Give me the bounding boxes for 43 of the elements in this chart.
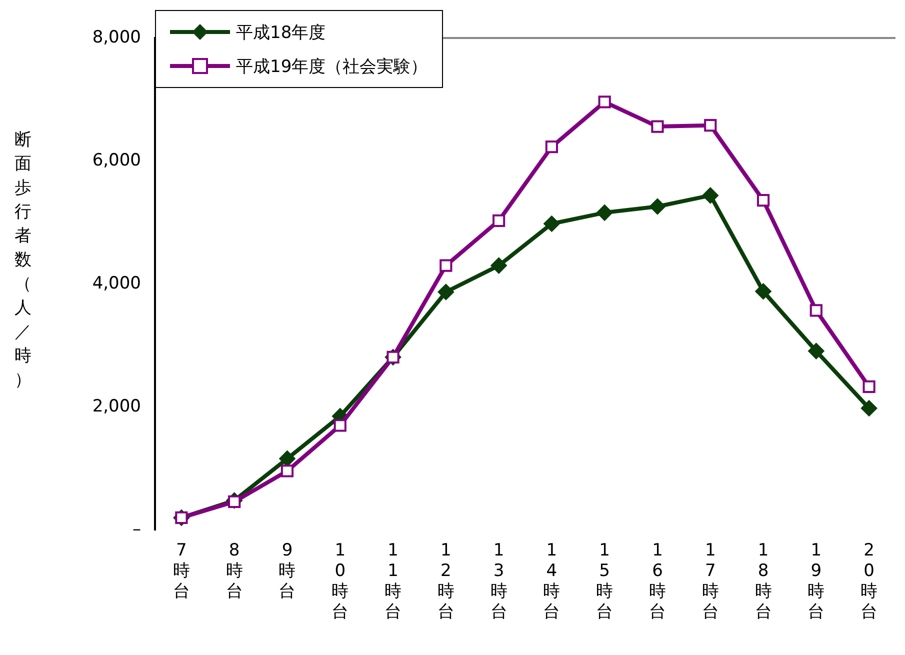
point <box>544 216 560 232</box>
point <box>598 96 611 108</box>
x-tick-label: 20時台 <box>860 540 878 622</box>
point <box>755 283 772 300</box>
point <box>492 214 506 227</box>
point <box>545 140 558 154</box>
point <box>702 187 718 204</box>
x-tick-label: 17時台 <box>702 540 719 622</box>
point <box>651 120 664 133</box>
point <box>649 198 666 215</box>
y-tick-label: 4,000 <box>92 273 141 294</box>
x-tick-label: 10時台 <box>332 540 349 622</box>
x-tick-label: 8時台 <box>226 540 243 602</box>
x-tick-label: 15時台 <box>596 540 614 622</box>
y-tick-label: – <box>132 519 141 540</box>
point <box>334 419 346 432</box>
point <box>861 400 878 416</box>
point <box>490 258 507 274</box>
x-tick-label: 18時台 <box>754 540 772 622</box>
y-tick-label: 6,000 <box>92 150 141 170</box>
point <box>280 464 294 478</box>
point <box>756 194 770 207</box>
x-tick-label: 13時台 <box>490 540 508 622</box>
x-tick-label: 9時台 <box>278 540 296 602</box>
x-tick-label: 11時台 <box>384 540 402 622</box>
point <box>596 204 613 221</box>
point <box>810 304 822 317</box>
y-tick-label: 2,000 <box>92 396 141 416</box>
x-tick-label: 16時台 <box>648 540 666 622</box>
point <box>808 343 824 360</box>
point <box>279 450 296 467</box>
x-tick-label: 12時台 <box>437 540 454 622</box>
legend-label: 平成19年度（社会実験） <box>236 56 428 78</box>
point <box>438 284 454 300</box>
point <box>862 380 876 394</box>
y-tick-label: 8,000 <box>92 27 141 48</box>
x-tick-label: 14時台 <box>543 540 560 622</box>
legend-label: 平成18年度 <box>236 22 326 44</box>
x-tick-label: 7時台 <box>172 540 190 602</box>
x-tick-label: 19時台 <box>808 540 825 622</box>
point <box>704 119 717 132</box>
text: 断面歩行者数（人／時） <box>14 130 32 390</box>
point <box>440 259 452 272</box>
